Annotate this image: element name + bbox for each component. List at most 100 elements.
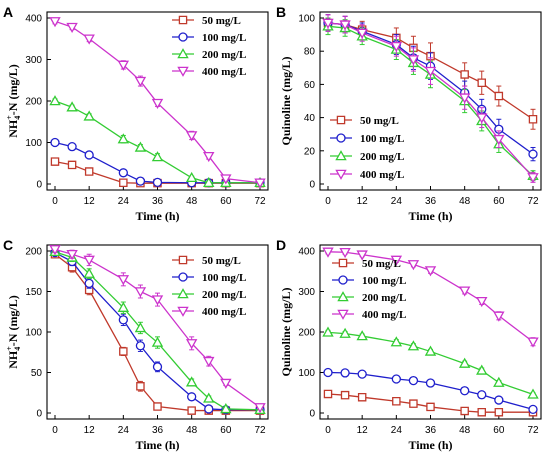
data-point xyxy=(151,295,164,306)
series-line xyxy=(327,22,534,178)
data-point xyxy=(390,41,403,53)
data-point xyxy=(135,341,146,351)
data-point xyxy=(392,397,401,406)
data-point xyxy=(340,368,350,378)
data-point xyxy=(185,171,198,183)
data-point xyxy=(185,131,198,142)
x-tick-label: 60 xyxy=(220,196,232,207)
data-point xyxy=(203,176,215,188)
data-point xyxy=(220,174,232,185)
data-point xyxy=(187,392,197,402)
x-tick-label: 60 xyxy=(493,196,505,207)
data-point xyxy=(339,20,351,31)
x-tick-label: 0 xyxy=(52,196,58,207)
panel-a: 0 12 24 36 48 60 72 0 100 200 300 400 Time (h) NH4+-N… xyxy=(3,4,269,223)
legend-label: 200 mg/L xyxy=(362,292,406,304)
data-point xyxy=(527,388,539,399)
data-point xyxy=(356,330,368,341)
legend-marker xyxy=(336,133,346,143)
legend-label: 100 mg/L xyxy=(202,32,246,44)
data-point xyxy=(494,407,504,417)
x-axis-title: Time (h) xyxy=(408,209,452,223)
data-point xyxy=(83,34,95,45)
y-tick-label: 200 xyxy=(298,328,315,339)
data-point xyxy=(460,406,469,416)
data-point xyxy=(407,55,420,66)
data-point xyxy=(152,177,163,187)
x-tick-label: 72 xyxy=(254,425,266,436)
y-tick-label: 40 xyxy=(304,113,316,124)
y-axis-title: Quinoline (mg/L) xyxy=(279,56,293,145)
data-point xyxy=(84,150,94,160)
y-tick-label: 200 xyxy=(25,97,42,108)
x-tick-label: 72 xyxy=(527,196,539,207)
data-point xyxy=(339,327,351,338)
series-s50 xyxy=(323,389,538,417)
data-point xyxy=(407,260,420,271)
data-point xyxy=(151,336,164,347)
data-point xyxy=(426,402,435,412)
legend-marker xyxy=(337,309,349,320)
x-tick-label: 12 xyxy=(357,425,369,436)
data-point xyxy=(476,113,488,124)
y-tick-label: 20 xyxy=(304,146,316,157)
x-tick-label: 48 xyxy=(459,425,471,436)
legend-label: 100 mg/L xyxy=(360,133,404,145)
data-point xyxy=(424,345,437,356)
series-line xyxy=(54,252,260,411)
x-tick-label: 60 xyxy=(220,425,232,436)
data-point xyxy=(134,322,147,333)
data-point xyxy=(134,76,147,88)
data-point xyxy=(220,403,232,414)
data-point xyxy=(134,141,147,152)
y-tick-label: 100 xyxy=(25,138,42,149)
panel-d: 0 12 24 36 48 60 72 0 100 200 300 400 Time (h) Quinol… xyxy=(276,237,542,452)
x-axis-title: Time (h) xyxy=(135,438,179,452)
data-point xyxy=(391,374,401,384)
data-point xyxy=(83,267,95,278)
x-tick-label: 72 xyxy=(254,196,266,207)
x-tick-label: 24 xyxy=(118,196,130,207)
series-line xyxy=(327,251,534,343)
panel-c: 0 12 24 36 48 60 72 0 50 100 150 200 Time (h) NH4+-N … xyxy=(3,237,269,452)
legend-label: 400 mg/L xyxy=(202,66,246,78)
x-axis-title: Time (h) xyxy=(408,438,452,452)
y-tick-label: 100 xyxy=(25,328,42,339)
legend-marker xyxy=(337,291,349,302)
data-point xyxy=(119,347,128,356)
data-point xyxy=(407,340,420,351)
legend-marker xyxy=(336,115,346,125)
data-point xyxy=(134,287,147,298)
series-line xyxy=(327,371,534,410)
y-tick-label: 100 xyxy=(298,14,315,25)
data-point xyxy=(357,369,367,379)
data-point xyxy=(409,399,418,408)
y-axis-title: Quinoline (mg/L) xyxy=(279,287,293,376)
legend-marker xyxy=(335,169,347,180)
data-point xyxy=(220,378,232,389)
series-line xyxy=(54,253,260,412)
data-point xyxy=(117,301,130,312)
data-point xyxy=(67,160,77,170)
data-point xyxy=(323,389,333,399)
x-tick-label: 0 xyxy=(325,425,331,436)
legend-marker xyxy=(178,32,188,42)
y-tick-label: 80 xyxy=(304,47,316,58)
series-s200 xyxy=(322,326,539,399)
series-line xyxy=(327,22,534,120)
panel-letter: B xyxy=(276,4,286,20)
data-point xyxy=(494,395,504,405)
series-s400 xyxy=(322,247,539,348)
data-point xyxy=(477,407,486,417)
legend-label: 200 mg/L xyxy=(360,151,404,163)
y-tick-label: 0 xyxy=(309,180,315,191)
x-tick-label: 36 xyxy=(152,425,164,436)
series-s100 xyxy=(323,367,538,415)
data-point xyxy=(66,101,78,112)
legend-label: 200 mg/L xyxy=(202,289,246,301)
data-point xyxy=(408,375,419,386)
data-point xyxy=(494,91,504,101)
data-point xyxy=(185,339,198,350)
x-tick-label: 48 xyxy=(459,196,471,207)
x-tick-label: 24 xyxy=(118,425,130,436)
